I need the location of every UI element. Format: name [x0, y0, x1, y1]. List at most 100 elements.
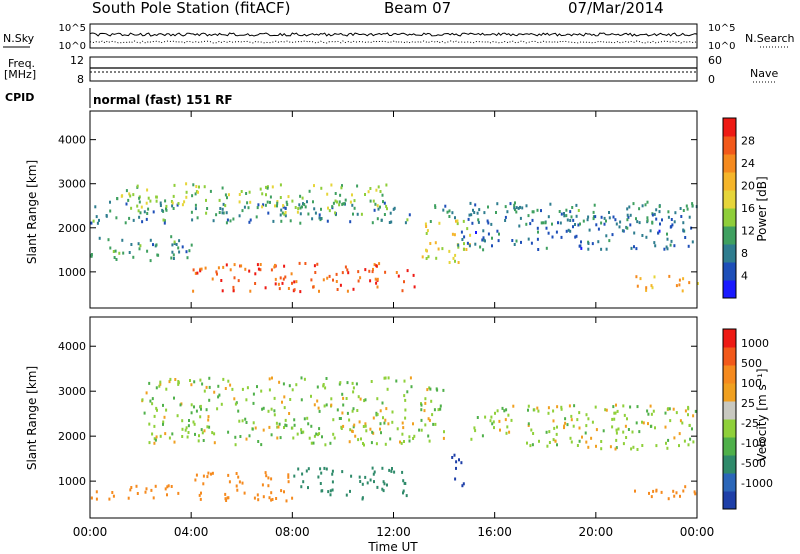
cell [361, 497, 364, 501]
cell [162, 420, 165, 424]
cell [139, 244, 142, 248]
cell [588, 228, 591, 232]
cell [270, 407, 273, 411]
colorbar-swatch [723, 226, 736, 245]
cell [569, 219, 572, 222]
cell [95, 490, 98, 494]
cell [525, 204, 528, 208]
cell [130, 486, 133, 489]
colorbar-frame [722, 117, 737, 299]
cell [279, 196, 282, 199]
cell [368, 269, 371, 273]
cell [138, 200, 141, 204]
cell [193, 405, 195, 409]
cell [323, 466, 326, 470]
cell [211, 471, 214, 475]
cell [574, 235, 577, 239]
cell [401, 432, 404, 436]
cell [147, 207, 150, 211]
cell [384, 442, 387, 446]
cell [529, 222, 532, 226]
cell [171, 250, 174, 254]
noise-bottom-right: 10^0 [708, 41, 735, 52]
cell [377, 207, 380, 211]
cell [381, 487, 384, 491]
colorbar-tick-label: 12 [741, 225, 755, 238]
cell [316, 399, 319, 403]
cell [139, 211, 142, 215]
cell [538, 439, 540, 443]
cell [196, 216, 199, 220]
cell [649, 229, 652, 233]
cell [672, 407, 675, 411]
cell [224, 193, 227, 197]
cell [325, 467, 328, 471]
cell [531, 443, 534, 447]
cell [576, 418, 579, 422]
cell [280, 489, 283, 493]
cell [341, 184, 343, 188]
cell [283, 406, 286, 410]
cell [274, 263, 276, 267]
cell [313, 264, 316, 268]
cell [170, 235, 173, 239]
cell [666, 247, 669, 251]
cell [429, 220, 432, 223]
cell [496, 409, 499, 413]
cell [275, 421, 278, 425]
cell [636, 284, 639, 288]
cell [670, 239, 673, 243]
cell [391, 420, 394, 424]
cell [318, 427, 321, 431]
cell [625, 225, 628, 229]
cell [420, 428, 423, 432]
cell [316, 262, 319, 266]
cell [121, 238, 124, 242]
cell [385, 183, 388, 187]
cell [641, 420, 643, 424]
cell [435, 387, 438, 391]
cell [678, 432, 681, 436]
colorbar-swatch [723, 437, 736, 456]
cell [364, 268, 367, 272]
cell [247, 206, 250, 210]
cell [410, 385, 413, 389]
cell [267, 211, 270, 215]
cell [388, 468, 391, 472]
colorbar-swatch [723, 208, 736, 227]
cell [323, 404, 326, 408]
cell [389, 211, 392, 215]
colorbar-tick-label: 100 [741, 377, 762, 390]
cell [189, 379, 191, 382]
cell [341, 411, 344, 415]
cell [679, 207, 682, 210]
cell [94, 205, 97, 209]
colorbar-tick-label: 1000 [741, 337, 769, 350]
cell [474, 203, 477, 207]
cell [442, 388, 445, 392]
cell [425, 257, 428, 260]
cell [498, 419, 501, 423]
cell [357, 270, 360, 274]
colorbar-swatch [723, 473, 736, 492]
cell [363, 399, 366, 403]
cell [472, 208, 474, 212]
cell [335, 272, 338, 276]
power-colorbar: 4 8 12 16 20 24 28 [722, 117, 755, 299]
x-tick-label: 20:00 [579, 525, 614, 539]
cell [352, 390, 355, 394]
cell [373, 470, 376, 474]
cell [405, 494, 408, 498]
cell [334, 211, 337, 215]
cell [203, 185, 206, 189]
cell [183, 200, 186, 204]
cell [509, 202, 512, 206]
cell [402, 491, 404, 495]
cell [630, 246, 633, 250]
cell [155, 386, 158, 390]
cell [190, 243, 193, 247]
cell [257, 498, 260, 502]
cell [536, 406, 539, 410]
cell [278, 380, 281, 384]
cell [548, 441, 551, 444]
